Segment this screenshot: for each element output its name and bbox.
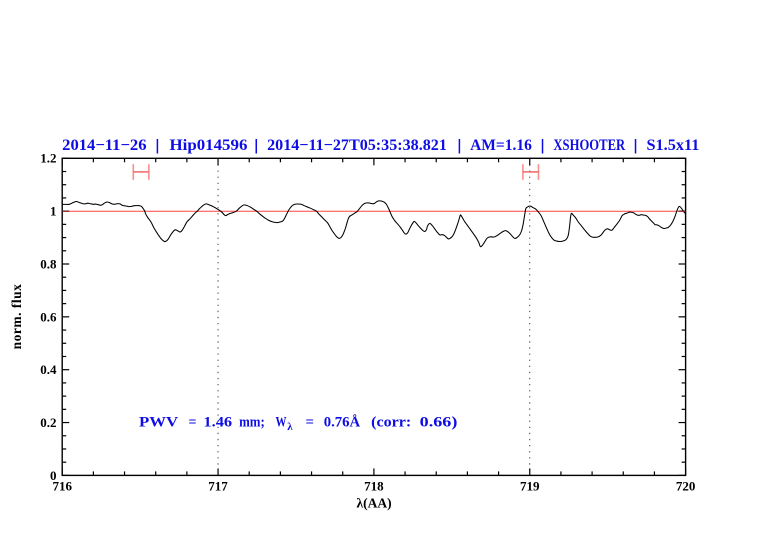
svg-text:XSHOOTER: XSHOOTER [553,137,625,154]
svg-text:AM=1.16: AM=1.16 [470,137,532,154]
svg-text:720: 720 [676,478,696,493]
svg-text:|: | [155,137,160,154]
svg-text:norm. flux: norm. flux [9,284,24,350]
svg-text:716: 716 [52,478,72,493]
svg-text:λ: λ [287,421,293,433]
svg-text:719: 719 [520,478,540,493]
svg-text:0.76Å: 0.76Å [324,415,361,431]
svg-text:|: | [457,137,462,154]
svg-text:0: 0 [50,468,57,483]
svg-text:717: 717 [208,478,228,493]
svg-text:1: 1 [50,204,57,219]
svg-text:(corr:: (corr: [371,415,411,431]
svg-text:1.2: 1.2 [40,151,56,166]
svg-text:S1.5x11: S1.5x11 [647,137,700,154]
svg-text:0.66): 0.66) [420,415,458,431]
svg-text:=: = [306,415,315,431]
svg-text:0.2: 0.2 [40,415,56,430]
svg-text:PWV: PWV [139,415,178,431]
svg-text:2014−11−26: 2014−11−26 [62,137,146,154]
svg-text:|: | [540,137,545,154]
svg-text:|: | [633,137,638,154]
svg-text:|: | [254,137,259,154]
svg-text:2014−11−27T05:35:38.821: 2014−11−27T05:35:38.821 [267,137,447,154]
svg-text:mm;: mm; [239,415,265,431]
svg-text:718: 718 [364,478,384,493]
svg-text:0.8: 0.8 [40,256,57,271]
svg-text:Hip014596: Hip014596 [170,137,248,154]
svg-text:λ(AA): λ(AA) [356,496,391,511]
svg-text:0.6: 0.6 [40,309,57,324]
svg-text:W: W [276,415,287,431]
svg-text:1.46: 1.46 [203,415,232,431]
svg-text:0.4: 0.4 [40,362,57,377]
svg-text:=: = [189,415,197,431]
